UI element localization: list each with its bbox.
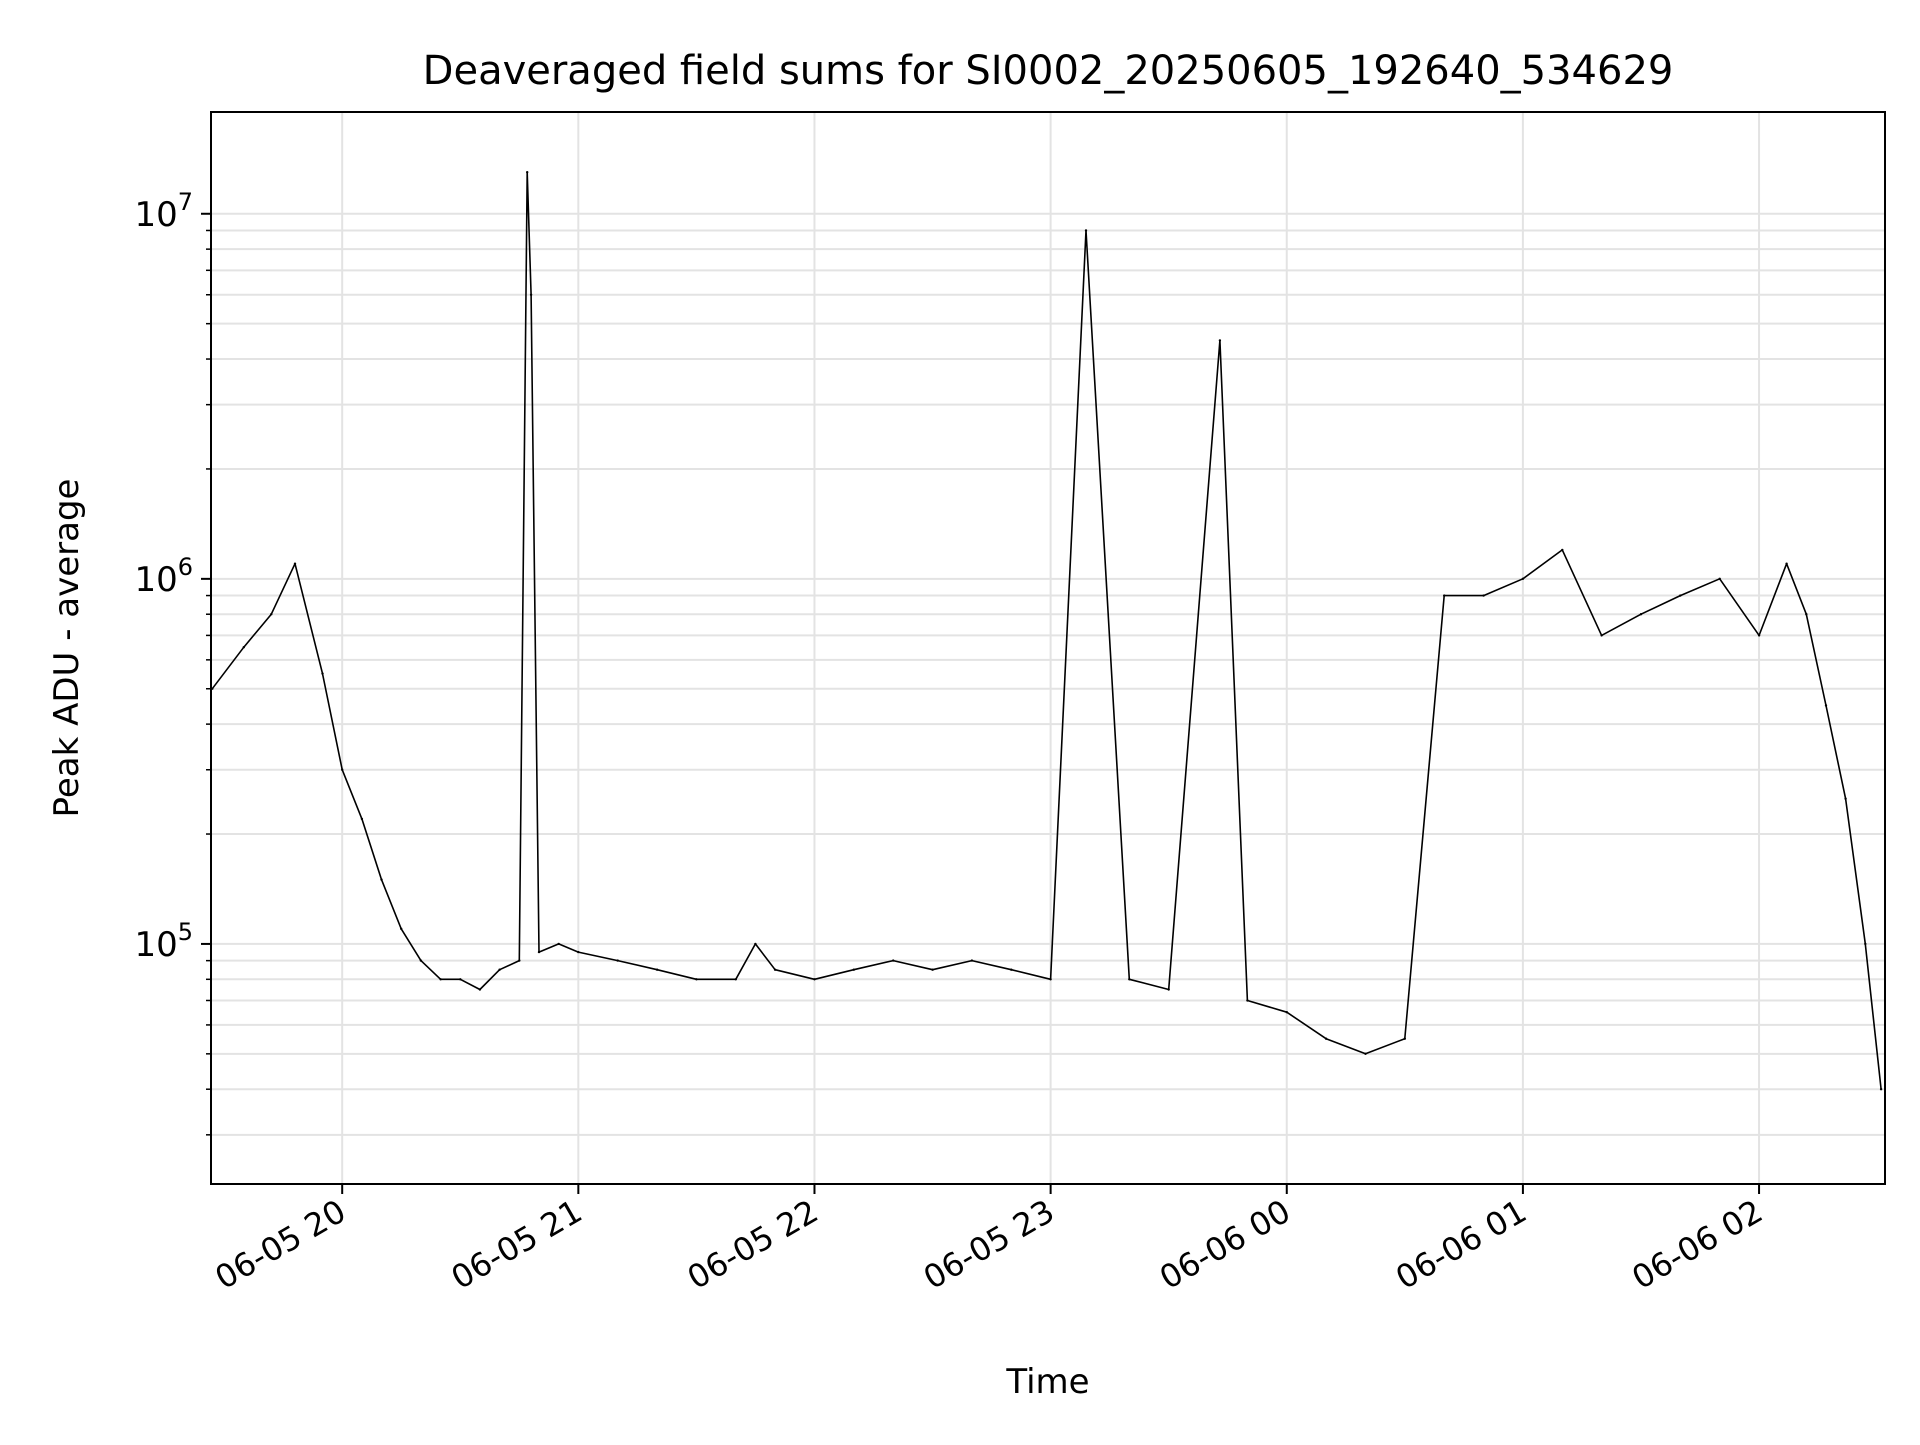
data-point — [1324, 1037, 1328, 1040]
data-point — [360, 817, 364, 821]
data-point — [341, 768, 344, 771]
y-axis-label: Peak ADU - average — [47, 479, 87, 818]
y-tick-label: 106 — [134, 553, 193, 600]
data-point — [1128, 978, 1131, 981]
data-point — [852, 968, 855, 971]
data-point — [537, 950, 541, 954]
data-point — [1561, 548, 1564, 552]
data-point — [529, 293, 533, 296]
data-point — [1844, 797, 1847, 800]
data-point — [734, 978, 737, 981]
data-point — [1785, 562, 1788, 565]
data-point — [1757, 634, 1761, 637]
data-point — [1218, 339, 1222, 342]
data-point — [1639, 613, 1643, 616]
y-tick-label: 107 — [134, 188, 193, 235]
data-point — [557, 942, 560, 946]
data-point — [1805, 613, 1808, 616]
data-point — [1010, 968, 1013, 971]
chart-title: Deaveraged field sums for SI0002_2025060… — [423, 48, 1674, 94]
y-tick-label: 105 — [134, 918, 193, 965]
grid-lines — [211, 112, 1885, 1184]
data-point — [1285, 1011, 1289, 1014]
data-point — [1679, 594, 1682, 597]
data-point — [439, 978, 442, 981]
data-point — [242, 646, 245, 649]
data-point — [1443, 594, 1446, 597]
data-point — [1403, 1037, 1407, 1040]
data-point — [1084, 229, 1088, 232]
data-point — [293, 562, 297, 565]
data-point — [1718, 577, 1721, 580]
data-point — [478, 988, 482, 991]
data-point — [400, 927, 403, 930]
data-point — [518, 959, 521, 962]
data-point — [931, 968, 934, 971]
data-point — [655, 968, 659, 971]
data-point — [1167, 988, 1170, 991]
data-point — [1879, 1088, 1883, 1091]
data-point — [1824, 704, 1828, 707]
data-point — [1049, 978, 1052, 981]
data-point — [459, 978, 462, 981]
data-line-layer — [211, 171, 1883, 1091]
data-point — [1521, 577, 1525, 580]
data-point — [380, 878, 383, 881]
data-point — [1482, 594, 1485, 597]
data-point — [616, 959, 619, 962]
data-point — [813, 978, 816, 981]
plot-frame — [210, 111, 1886, 1185]
data-point — [970, 959, 974, 962]
data-point — [270, 613, 273, 616]
x-axis-label: Time — [1005, 1362, 1089, 1402]
data-point — [1864, 942, 1867, 946]
data-point — [892, 959, 895, 962]
data-point — [577, 950, 580, 954]
data-point — [419, 959, 423, 962]
data-point — [321, 672, 324, 675]
data-point — [695, 978, 698, 981]
data-point — [1364, 1052, 1367, 1056]
data-point — [754, 942, 757, 946]
data-point — [1600, 634, 1603, 637]
data-point — [1246, 999, 1249, 1002]
data-point — [773, 968, 777, 971]
data-point — [498, 968, 501, 971]
data-point — [526, 171, 529, 174]
